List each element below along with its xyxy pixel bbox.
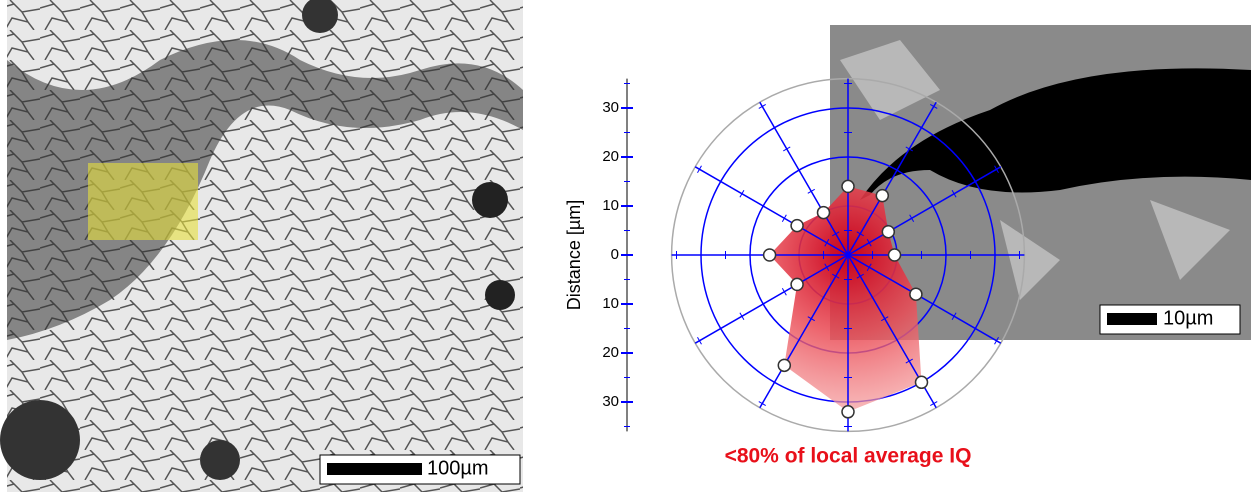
- spoke-tick: [994, 165, 999, 173]
- spoke-tick: [824, 263, 830, 271]
- y-tick-label: 20: [602, 148, 619, 165]
- point: [777, 358, 792, 373]
- scale-label: 10µm: [1163, 307, 1213, 329]
- spoke-tick: [930, 104, 938, 109]
- y-tick-label: 10: [602, 197, 619, 214]
- spoke-tick: [781, 214, 787, 222]
- spoke: [759, 254, 849, 409]
- point: [909, 287, 923, 301]
- spoke-tick: [783, 146, 791, 152]
- point: [816, 205, 831, 220]
- spoke-tick: [866, 239, 872, 247]
- region: [769, 186, 922, 412]
- point: [881, 224, 896, 239]
- spoke: [694, 166, 849, 256]
- spoke-tick: [951, 312, 957, 320]
- spoke: [847, 101, 937, 256]
- spoke-tick: [832, 231, 840, 237]
- axis-label: Distance [µm]: [564, 200, 584, 310]
- spoke-tick: [758, 401, 766, 406]
- spoke-tick: [905, 358, 913, 364]
- spoke-tick: [697, 337, 702, 345]
- y-tick-label: 10: [602, 295, 619, 312]
- spoke-tick: [930, 401, 938, 406]
- spoke: [847, 166, 1002, 256]
- spoke: [847, 254, 1002, 344]
- spoke-tick: [881, 316, 889, 322]
- spoke-tick: [951, 190, 957, 198]
- spoke-tick: [739, 312, 745, 320]
- scale-label: 100µm: [427, 457, 489, 479]
- y-tick-label: 30: [602, 99, 619, 116]
- caption: <80% of local average IQ: [725, 445, 972, 468]
- spoke-tick: [739, 190, 745, 198]
- point: [914, 375, 929, 390]
- point: [887, 248, 902, 262]
- spoke-tick: [856, 273, 864, 279]
- spoke-tick: [832, 273, 840, 279]
- spoke-tick: [994, 337, 999, 345]
- point: [790, 277, 804, 292]
- spoke-tick: [824, 239, 830, 247]
- point: [841, 179, 855, 194]
- point: [762, 248, 777, 262]
- spoke-tick: [856, 231, 864, 237]
- y-tick-label: 30: [602, 393, 619, 410]
- spoke-tick: [807, 316, 815, 322]
- spoke-tick: [697, 165, 702, 173]
- point: [875, 188, 890, 203]
- spoke-tick: [909, 214, 915, 222]
- point: [790, 218, 804, 233]
- y-tick-label: 0: [611, 246, 619, 263]
- spoke-tick: [807, 188, 815, 194]
- spoke: [694, 254, 849, 344]
- point: [841, 405, 855, 419]
- spoke-tick: [781, 288, 787, 296]
- spoke-tick: [905, 146, 913, 152]
- y-tick-label: 20: [602, 344, 619, 361]
- left-micrograph: [0, 0, 523, 492]
- spoke-tick: [866, 263, 872, 271]
- spoke-tick: [758, 104, 766, 109]
- spoke: [759, 101, 849, 256]
